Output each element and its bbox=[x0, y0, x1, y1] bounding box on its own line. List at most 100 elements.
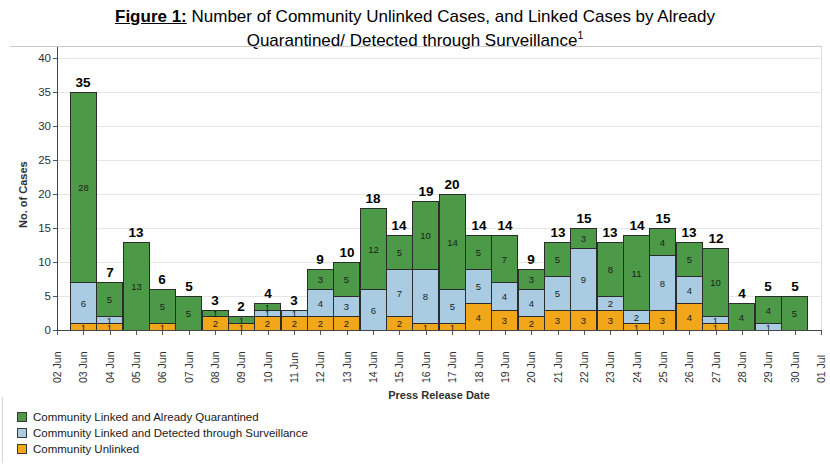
y-tick bbox=[53, 160, 57, 161]
x-tick bbox=[294, 331, 295, 335]
legend-label: Community Linked and Detected through Su… bbox=[33, 427, 308, 439]
bar-segment: 3 bbox=[649, 310, 676, 331]
bar-segment: 8 bbox=[649, 255, 676, 311]
y-tick bbox=[53, 126, 57, 127]
y-tick-label: 35 bbox=[19, 86, 51, 99]
bar-segment: 2 bbox=[518, 316, 545, 331]
x-tick bbox=[663, 331, 664, 335]
bar-segment-value: 4 bbox=[318, 299, 323, 308]
bar-segment-value: 4 bbox=[739, 313, 744, 322]
gridline bbox=[58, 92, 821, 93]
x-tick bbox=[426, 331, 427, 335]
bar-total-label: 18 bbox=[351, 191, 395, 206]
bar-segment: 6 bbox=[360, 289, 387, 331]
bar-total-label: 2 bbox=[219, 299, 263, 314]
y-tick-label: 5 bbox=[19, 290, 51, 303]
plot-right-border bbox=[821, 47, 822, 331]
bar-total-label: 9 bbox=[509, 252, 553, 267]
bar-segment: 4 bbox=[676, 303, 703, 331]
x-tick-label: 26 Jun bbox=[682, 339, 696, 383]
x-tick-label: 15 Jun bbox=[392, 339, 406, 383]
x-tick bbox=[83, 331, 84, 335]
bar-total-label: 12 bbox=[694, 231, 738, 246]
bar-segment-value: 4 bbox=[687, 313, 692, 322]
x-tick bbox=[637, 331, 638, 335]
bar-segment: 3 bbox=[307, 269, 334, 290]
x-tick bbox=[136, 331, 137, 335]
bar-segment: 28 bbox=[70, 92, 97, 283]
bar-segment-value: 5 bbox=[160, 302, 165, 311]
bar-total-label: 10 bbox=[325, 245, 369, 260]
x-tick-label: 16 Jun bbox=[419, 339, 433, 383]
legend-label: Community Linked and Already Quarantined bbox=[33, 411, 259, 423]
x-tick-label: 29 Jun bbox=[761, 339, 775, 383]
x-tick bbox=[241, 331, 242, 335]
y-tick-label: 0 bbox=[19, 324, 51, 337]
bar-segment-value: 3 bbox=[581, 316, 586, 325]
bar-total-label: 14 bbox=[483, 218, 527, 233]
chart-top-border bbox=[10, 46, 822, 47]
figure: Figure 1: Number of Community Unlinked C… bbox=[0, 0, 830, 468]
bar-segment-value: 2 bbox=[529, 319, 534, 328]
y-tick bbox=[53, 58, 57, 59]
bar-segment-value: 2 bbox=[608, 299, 613, 308]
bar-total-label: 5 bbox=[167, 279, 211, 294]
bar-segment: 3 bbox=[597, 310, 624, 331]
bar-segment-value: 14 bbox=[447, 238, 458, 247]
bar-segment: 1 bbox=[281, 310, 308, 317]
x-tick bbox=[162, 331, 163, 335]
bar-segment-value: 5 bbox=[687, 255, 692, 264]
bar-segment-value: 2 bbox=[292, 319, 297, 328]
bar-segment: 6 bbox=[70, 282, 97, 324]
bar-total-label: 3 bbox=[272, 293, 316, 308]
title-line1: Number of Community Unlinked Cases, and … bbox=[187, 7, 715, 26]
x-tick-label: 21 Jun bbox=[551, 339, 565, 383]
bar-total-label: 13 bbox=[114, 225, 158, 240]
bar-segment: 4 bbox=[465, 303, 492, 331]
bar-segment: 1 bbox=[96, 316, 123, 324]
bar-segment-value: 5 bbox=[397, 248, 402, 257]
bar-segment-value: 3 bbox=[555, 316, 560, 325]
x-tick-label: 07 Jun bbox=[182, 339, 196, 383]
y-tick bbox=[53, 228, 57, 229]
title-footnote-marker: 1 bbox=[577, 29, 583, 41]
bar-segment-value: 3 bbox=[529, 275, 534, 284]
y-tick-label: 10 bbox=[19, 256, 51, 269]
x-tick-label: 09 Jun bbox=[234, 339, 248, 383]
bar-segment-value: 2 bbox=[318, 319, 323, 328]
x-tick bbox=[189, 331, 190, 335]
bar-segment-value: 5 bbox=[555, 255, 560, 264]
bar-segment-value: 2 bbox=[397, 319, 402, 328]
bar-segment-value: 2 bbox=[634, 313, 639, 322]
x-tick-label: 23 Jun bbox=[603, 339, 617, 383]
bar-segment-value: 12 bbox=[368, 245, 379, 254]
x-tick bbox=[505, 331, 506, 335]
bar-total-label: 15 bbox=[641, 211, 685, 226]
bar-segment-value: 7 bbox=[502, 255, 507, 264]
x-tick-label: 27 Jun bbox=[709, 339, 723, 383]
x-tick bbox=[531, 331, 532, 335]
bar-segment: 4 bbox=[728, 303, 755, 331]
bar-segment-value: 1 bbox=[239, 316, 244, 325]
bar-segment: 3 bbox=[570, 310, 597, 331]
bar-segment: 8 bbox=[597, 242, 624, 297]
y-tick-label: 20 bbox=[19, 188, 51, 201]
bar-segment: 4 bbox=[491, 282, 518, 311]
x-tick bbox=[479, 331, 480, 335]
x-tick bbox=[689, 331, 690, 335]
bar-segment: 8 bbox=[412, 269, 439, 324]
bar-segment: 14 bbox=[439, 194, 466, 290]
x-tick bbox=[57, 331, 58, 335]
bar-segment-value: 2 bbox=[213, 319, 218, 328]
bar-segment-value: 1 bbox=[292, 309, 297, 318]
x-tick-label: 03 Jun bbox=[76, 339, 90, 383]
y-tick bbox=[53, 194, 57, 195]
y-axis-line bbox=[57, 47, 58, 331]
x-tick-label: 14 Jun bbox=[366, 339, 380, 383]
legend: Community Linked and Already Quarantined… bbox=[2, 397, 403, 463]
x-tick bbox=[320, 331, 321, 335]
x-tick bbox=[795, 331, 796, 335]
bar-segment-value: 4 bbox=[502, 292, 507, 301]
bar-segment-value: 6 bbox=[81, 299, 86, 308]
bar-segment: 11 bbox=[623, 235, 650, 311]
